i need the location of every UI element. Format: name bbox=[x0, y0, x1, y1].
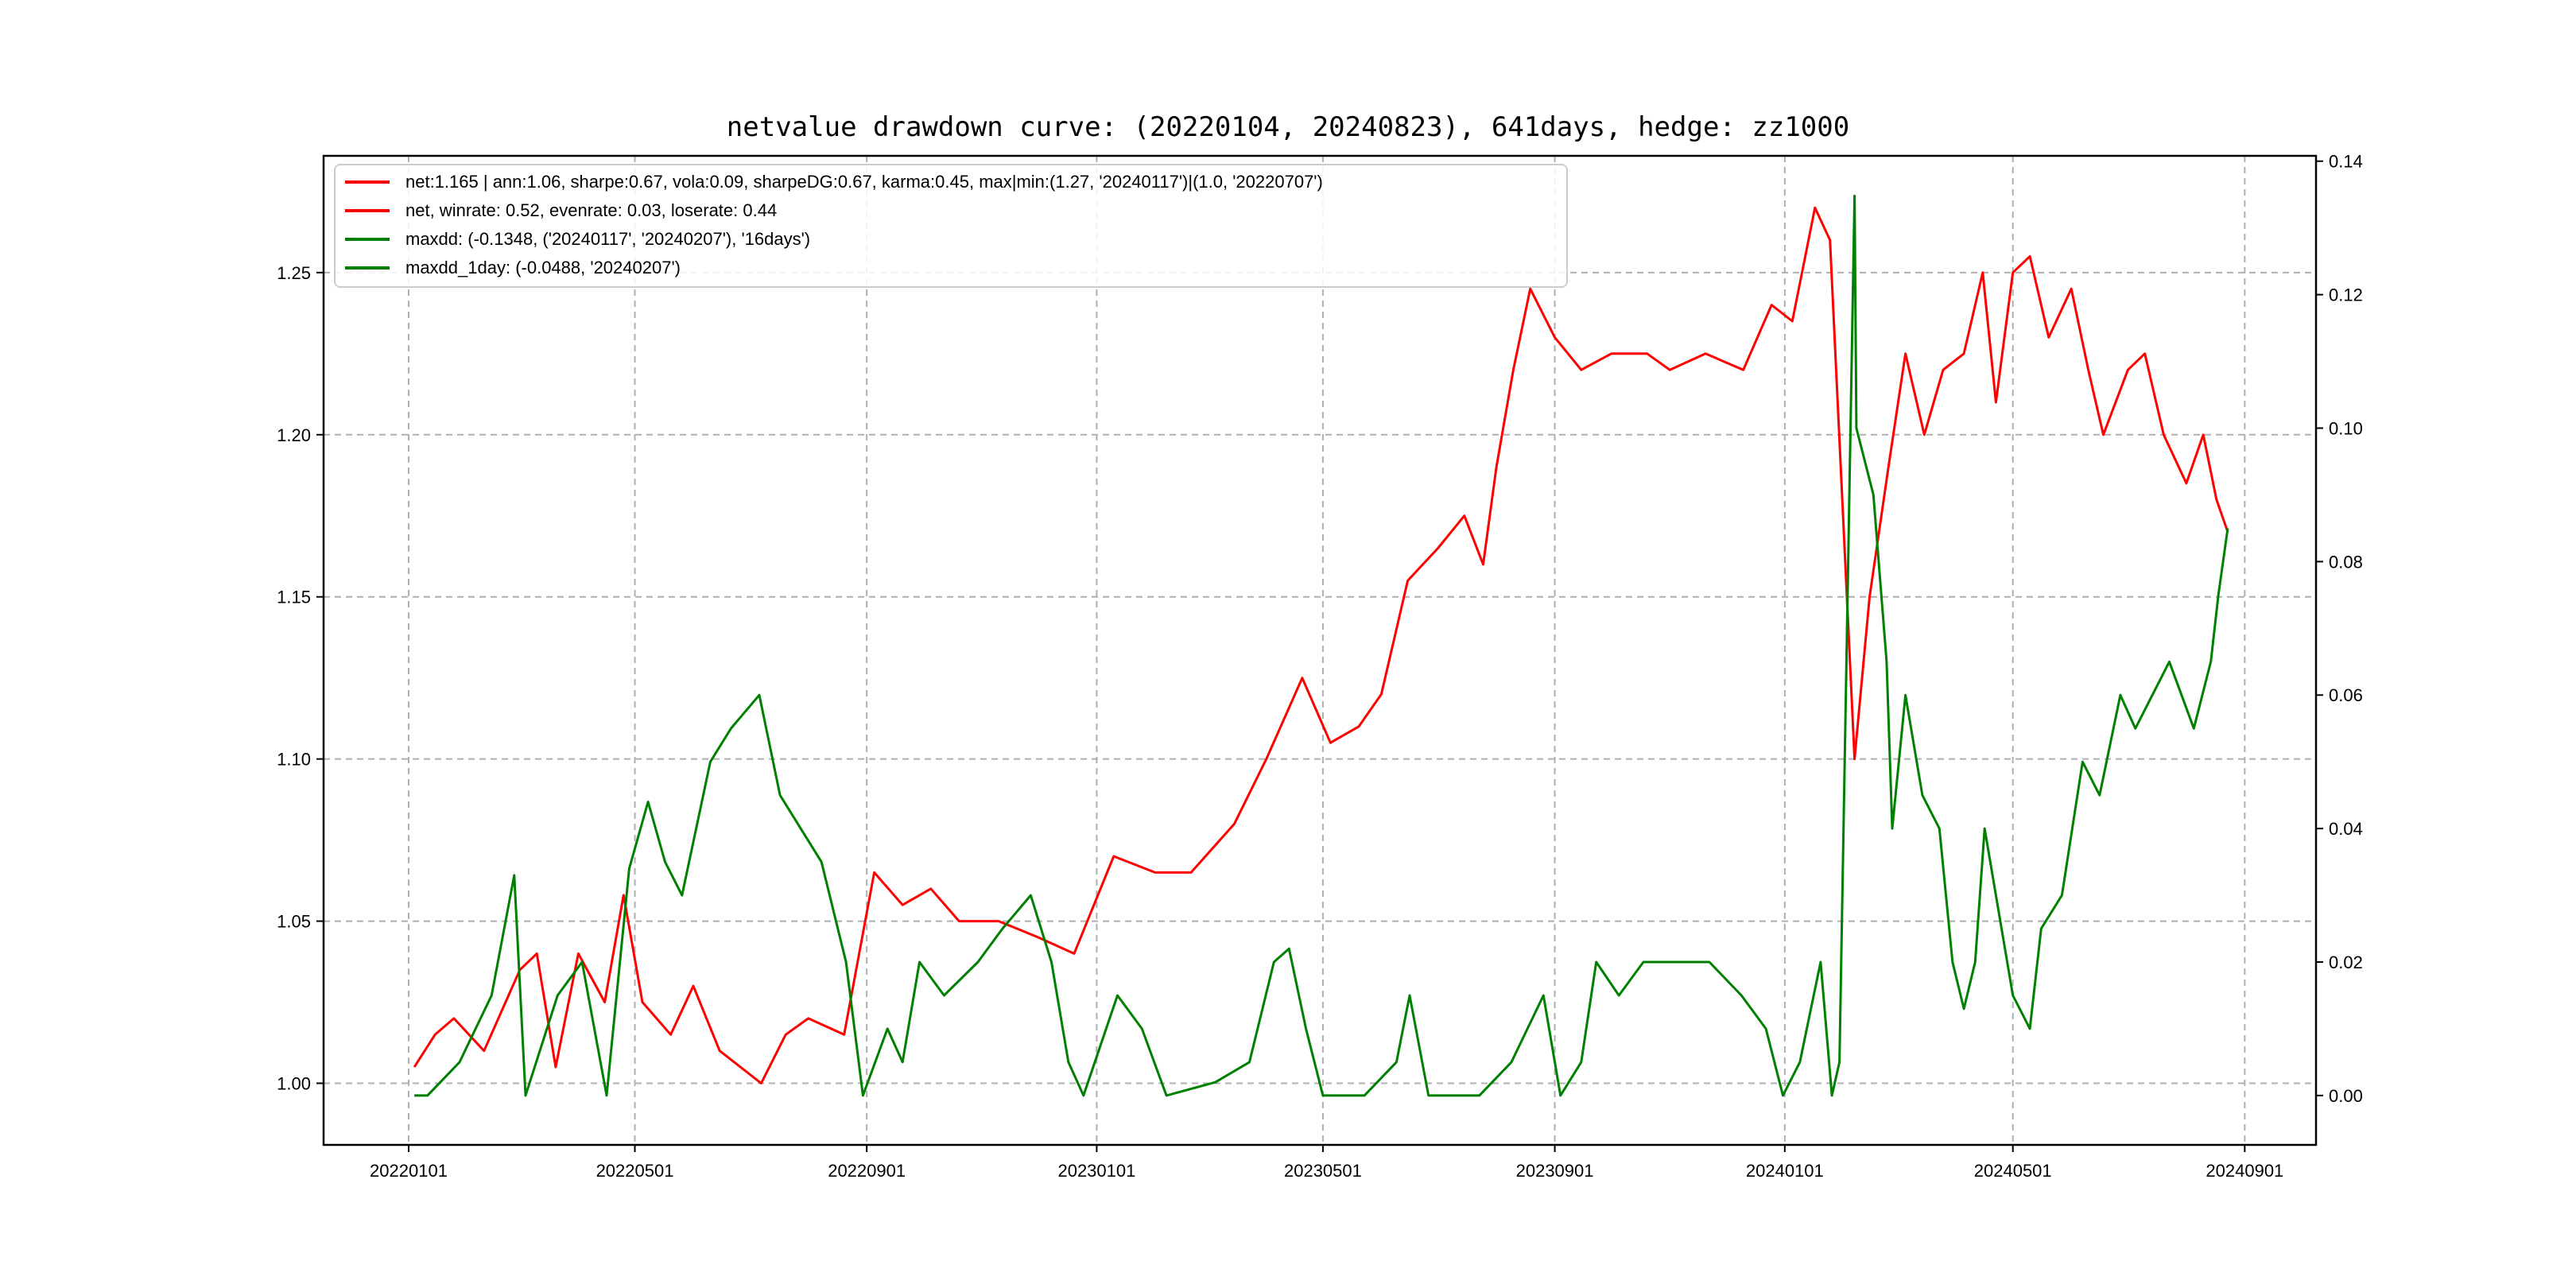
y-tick-label: 1.15 bbox=[277, 588, 311, 607]
legend-label: net, winrate: 0.52, evenrate: 0.03, lose… bbox=[405, 200, 778, 220]
y2-tick-label: 0.12 bbox=[2329, 285, 2363, 305]
x-tick-label: 20230901 bbox=[1516, 1161, 1594, 1181]
y2-tick-label: 0.00 bbox=[2329, 1086, 2363, 1106]
x-tick-label: 20220901 bbox=[828, 1161, 906, 1181]
x-tick-label: 20230101 bbox=[1057, 1161, 1135, 1181]
y2-tick-label: 0.10 bbox=[2329, 418, 2363, 438]
legend-swatch bbox=[345, 238, 390, 241]
y2-tick-label: 0.02 bbox=[2329, 952, 2363, 972]
chart-title: netvalue drawdown curve: (20220104, 2024… bbox=[726, 111, 1850, 143]
x-tick-label: 20220101 bbox=[370, 1161, 448, 1181]
legend-label: net:1.165 | ann:1.06, sharpe:0.67, vola:… bbox=[405, 172, 1323, 192]
y-tick-label: 1.05 bbox=[277, 912, 311, 932]
series-line-net bbox=[413, 206, 2229, 1084]
legend-swatch bbox=[345, 209, 390, 212]
x-tick-label: 20230501 bbox=[1284, 1161, 1362, 1181]
y2-tick-label: 0.04 bbox=[2329, 819, 2363, 839]
y2-tick-label: 0.14 bbox=[2329, 152, 2363, 172]
y2-tick-label: 0.06 bbox=[2329, 685, 2363, 705]
y-tick-label: 1.25 bbox=[277, 263, 311, 283]
legend: net:1.165 | ann:1.06, sharpe:0.67, vola:… bbox=[334, 164, 1568, 288]
axes-frame bbox=[322, 154, 2318, 1146]
legend-swatch bbox=[345, 180, 390, 184]
legend-item-net-winrate: net, winrate: 0.52, evenrate: 0.03, lose… bbox=[345, 200, 777, 221]
legend-label: maxdd_1day: (-0.0488, '20240207') bbox=[405, 258, 681, 277]
y-tick-label: 1.20 bbox=[277, 425, 311, 445]
series-line-maxdd bbox=[414, 194, 2229, 1097]
legend-label: maxdd: (-0.1348, ('20240117', '20240207'… bbox=[405, 229, 811, 249]
legend-item-maxdd-1day: maxdd_1day: (-0.0488, '20240207') bbox=[345, 258, 681, 278]
x-tick-label: 20240101 bbox=[1746, 1161, 1824, 1181]
legend-item-net-stats: net:1.165 | ann:1.06, sharpe:0.67, vola:… bbox=[345, 172, 1323, 192]
legend-swatch bbox=[345, 266, 390, 270]
legend-item-maxdd: maxdd: (-0.1348, ('20240117', '20240207'… bbox=[345, 229, 810, 250]
x-tick-label: 20240901 bbox=[2206, 1161, 2283, 1181]
y2-tick-label: 0.08 bbox=[2329, 552, 2363, 572]
x-tick-label: 20220501 bbox=[596, 1161, 674, 1181]
y-tick-label: 1.10 bbox=[277, 750, 311, 770]
y-tick-label: 1.00 bbox=[277, 1074, 311, 1094]
x-tick-label: 20240501 bbox=[1974, 1161, 2052, 1181]
